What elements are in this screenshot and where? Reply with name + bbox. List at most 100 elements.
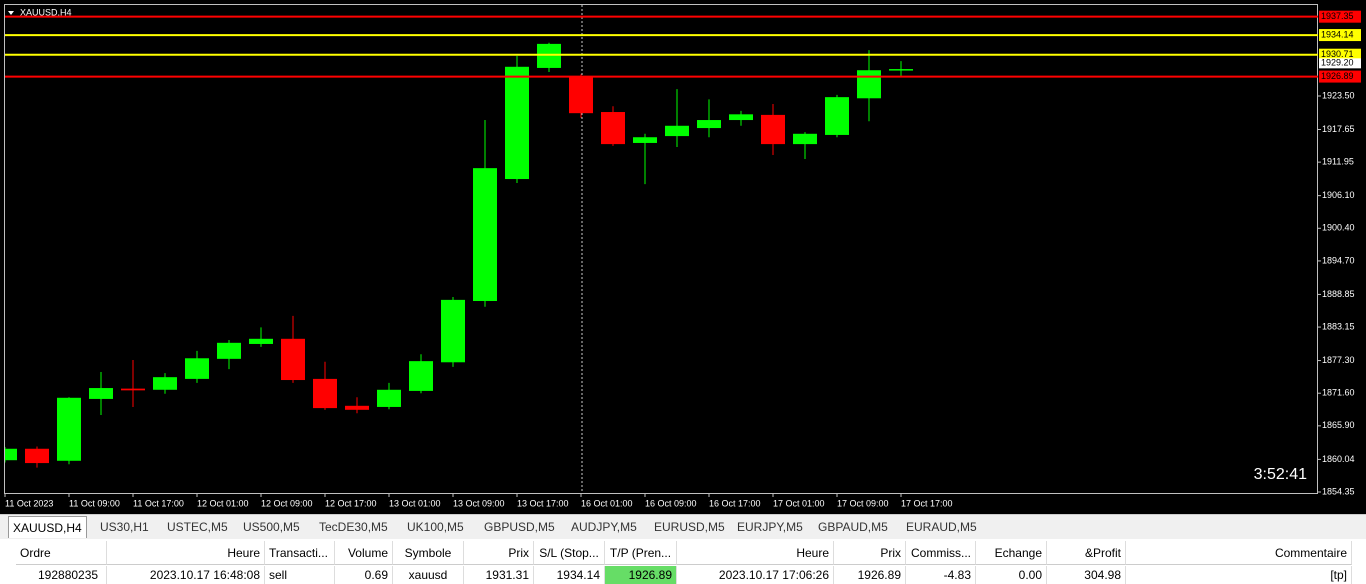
candle-body [569,77,593,114]
candle-body [249,338,273,344]
candle-body [537,43,561,68]
column-header: Echange [976,541,1047,565]
y-tick-label: 1923.50 [1322,90,1355,100]
candle-body [793,133,817,145]
column-header: Commentaire [1126,541,1352,565]
column-header: Symbole [393,541,464,565]
column-header: Prix [834,541,906,565]
tab[interactable]: GBPAUD,M5 [818,520,888,534]
table-cell: 1934.14 [534,566,605,584]
table-cell: 304.98 [1047,566,1126,584]
x-tick-label: 17 Oct 01:00 [773,498,825,508]
y-tick-label: 1877.30 [1322,355,1355,365]
table-cell: 1926.89 [834,566,906,584]
x-tick-label: 11 Oct 17:00 [133,498,184,508]
candle-body [281,338,305,381]
column-header: Transacti... [265,541,335,565]
candle-body [441,299,465,363]
column-header: Prix [464,541,534,565]
level-label: 1926.89 [1321,71,1354,81]
table-cell: sell [265,566,335,584]
tab[interactable]: US30,H1 [100,520,149,534]
x-tick-label: 17 Oct 09:00 [837,498,889,508]
x-tick-label: 16 Oct 01:00 [581,498,633,508]
candle-body [345,405,369,410]
y-tick-label: 1911.95 [1322,157,1354,167]
x-tick-label: 12 Oct 01:00 [197,498,249,508]
candle-body [121,388,145,391]
plot [5,42,913,468]
x-tick-label: 11 Oct 09:00 [69,498,120,508]
x-tick-label: 13 Oct 09:00 [453,498,505,508]
table-cell: 1931.31 [464,566,534,584]
table-cell: -4.83 [906,566,976,584]
column-header: Heure [677,541,834,565]
candle-body [889,69,913,71]
chart-title: XAUUSD,H4 [20,7,72,17]
y-tick-label: 1854.35 [1322,486,1355,496]
x-tick-label: 16 Oct 09:00 [645,498,697,508]
candle-body [505,66,529,180]
level-label-box [1319,29,1361,42]
candle-body [665,125,689,137]
column-header: T/P (Pren... [605,541,677,565]
tab[interactable]: US500,M5 [243,520,300,534]
table-cell: 1926.89 [605,566,677,584]
bid-label-box [1319,58,1361,69]
y-tick-label: 1865.90 [1322,420,1355,430]
tab[interactable]: TecDE30,M5 [319,520,388,534]
candle-body [57,397,81,461]
plot-frame [4,4,1318,494]
candle-body [857,70,881,99]
tab[interactable]: EURJPY,M5 [737,520,803,534]
tab[interactable]: XAUUSD,H4 [8,516,87,538]
level-label-box [1319,48,1361,61]
candle-body [473,168,497,302]
table-cell: 2023.10.17 16:48:08 [107,566,265,584]
tab[interactable]: GBPUSD,M5 [484,520,555,534]
tab[interactable]: UK100,M5 [407,520,464,534]
x-tick-label: 16 Oct 17:00 [709,498,761,508]
y-tick-label: 1883.15 [1322,321,1355,331]
column-header: &Profit [1047,541,1126,565]
column-header: Volume [335,541,393,565]
y-tick-label: 1888.85 [1322,289,1355,299]
level-label-box [1319,10,1361,23]
table-cell: xauusd [393,566,464,584]
timer: 3:52:41 [1254,466,1307,483]
tab[interactable]: EURAUD,M5 [906,520,977,534]
title-arrow [8,11,14,15]
candle-body [697,120,721,129]
table-cell: [tp] [1126,566,1352,584]
level-label: 1934.14 [1321,29,1354,39]
y-tick-label: 1917.65 [1322,124,1355,134]
x-tick-label: 13 Oct 17:00 [517,498,569,508]
x-tick-label: 17 Oct 17:00 [901,498,953,508]
tab[interactable]: EURUSD,M5 [654,520,725,534]
level-label: 1937.35 [1321,11,1354,21]
candle-body [89,388,113,399]
candle-body [313,378,337,409]
x-tick-label: 12 Oct 09:00 [261,498,313,508]
column-header: S/L (Stop... [534,541,605,565]
x-tick-label: 13 Oct 01:00 [389,498,441,508]
terminal: Ordre Heure Transacti... Volume Symbole Prix S… [0,540,1366,584]
x-tick-label: 11 Oct 2023 [5,498,53,508]
candle-body [217,342,241,359]
candle-body [185,358,209,379]
candle-body [633,137,657,143]
candle-body [825,97,849,135]
tab[interactable]: AUDJPY,M5 [571,520,637,534]
column-header: Ordre [16,541,107,565]
candle-body [153,377,177,390]
candle-body [25,448,49,464]
level-label: 1930.71 [1321,49,1354,59]
table-cell: 0.69 [335,566,393,584]
chart: XAUUSD,H4 3:52:41 1854.35 1860.04 1865.90 1… [0,0,1366,514]
column-header: Commiss... [906,541,976,565]
x-tick-label: 12 Oct 17:00 [325,498,377,508]
tab[interactable]: USTEC,M5 [167,520,228,534]
candle-body [377,389,401,407]
table-cell: 192880235 [16,566,107,584]
